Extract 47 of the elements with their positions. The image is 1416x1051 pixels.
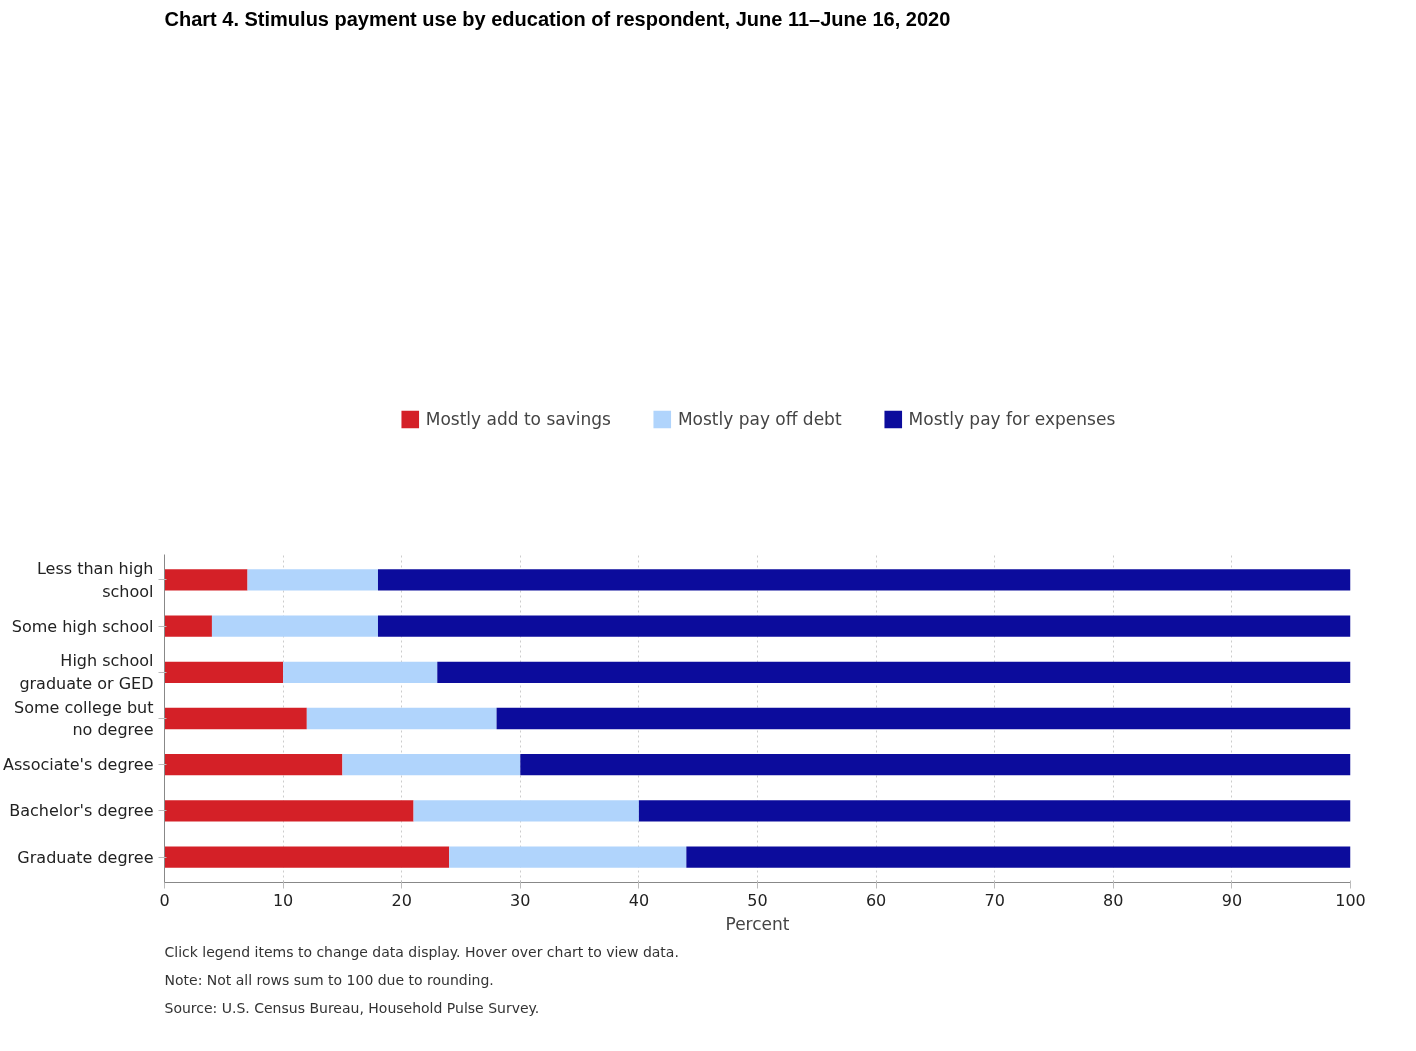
- x-tick-label: 60: [865, 890, 887, 910]
- x-tick-label: 30: [510, 890, 531, 910]
- bar: [164, 754, 343, 776]
- bar: [377, 569, 1351, 591]
- bar: [342, 754, 521, 776]
- chart-title: Chart 4. Stimulus payment use by education of respondent, June 11–June 16, 2020: [164, 7, 951, 30]
- bar: [686, 846, 1351, 868]
- x-tick-label: 50: [747, 890, 768, 910]
- x-tick-label: 10: [272, 890, 294, 910]
- y-tick-label: Some high school: [11, 616, 154, 636]
- legend-label: Mostly pay for expenses: [908, 408, 1116, 429]
- x-tick-label: 80: [1103, 890, 1124, 910]
- x-tick-label: 0: [159, 890, 170, 910]
- legend-label: Mostly pay off debt: [677, 408, 842, 429]
- bar: [283, 661, 438, 683]
- bar: [377, 615, 1351, 637]
- bar: [520, 754, 1351, 776]
- x-tick-label: 90: [1221, 890, 1243, 910]
- bar: [164, 569, 248, 591]
- bar: [247, 569, 378, 591]
- x-tick-label: 70: [984, 890, 1005, 910]
- legend-label: Mostly add to savings: [425, 408, 611, 429]
- y-tick-label: Some college but no degree: [14, 697, 154, 740]
- y-tick-label: Bachelor's degree: [9, 801, 154, 821]
- y-tick-label: High school graduate or GED: [19, 651, 154, 694]
- bar: [449, 846, 687, 868]
- text: Click legend items to change data display. Hover over chart to view data.: [164, 943, 679, 960]
- bar: [164, 615, 212, 637]
- x-axis-title: Percent: [725, 913, 790, 934]
- x-tick-label: 20: [391, 890, 412, 910]
- x-tick-label: 40: [628, 890, 650, 910]
- bar: [164, 846, 450, 868]
- bar: [413, 800, 639, 822]
- bar: [306, 707, 497, 730]
- bar: [164, 707, 307, 730]
- text: Note: Not all rows sum to 100 due to rounding.: [164, 971, 494, 988]
- source-note: Source: U.S. Census Bureau, Household Pulse Survey.: [164, 999, 540, 1016]
- y-tick-label: Graduate degree: [17, 847, 154, 867]
- x-tick-label: 100: [1335, 890, 1366, 910]
- y-tick-label: Less than high school: [36, 559, 154, 601]
- bar: [496, 707, 1351, 730]
- bar: [164, 661, 284, 683]
- bar: [437, 661, 1351, 683]
- bar: [164, 800, 414, 822]
- y-tick-label: Associate's degree: [3, 755, 154, 775]
- bar: [638, 800, 1351, 822]
- bar: [211, 615, 378, 637]
